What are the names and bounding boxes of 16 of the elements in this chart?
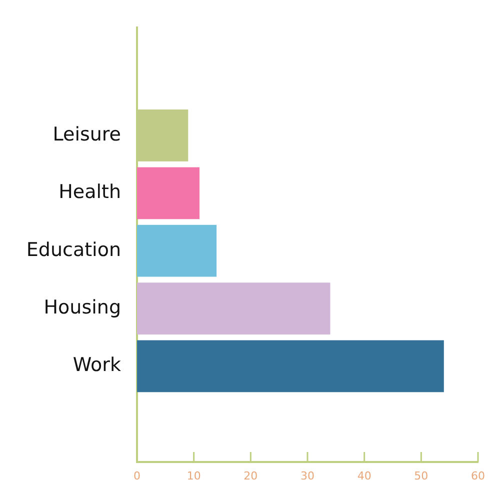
x-tick-label: 50 bbox=[414, 469, 428, 482]
y-tick-label: Education bbox=[26, 238, 121, 261]
y-tick-label: Leisure bbox=[52, 123, 121, 146]
y-tick-label: Housing bbox=[44, 296, 121, 318]
bar bbox=[137, 224, 217, 277]
bar bbox=[137, 340, 444, 392]
x-tick-label: 0 bbox=[134, 469, 140, 482]
x-tick-label: 30 bbox=[300, 469, 314, 482]
x-tick-label: 40 bbox=[357, 469, 372, 482]
bar bbox=[137, 282, 330, 334]
y-tick-label: Work bbox=[72, 354, 121, 376]
x-tick-label: 10 bbox=[186, 469, 201, 482]
x-tick-label: 60 bbox=[471, 469, 485, 482]
y-tick-label: Health bbox=[58, 181, 121, 204]
x-tick-label: 20 bbox=[244, 469, 258, 482]
bar bbox=[137, 167, 200, 220]
